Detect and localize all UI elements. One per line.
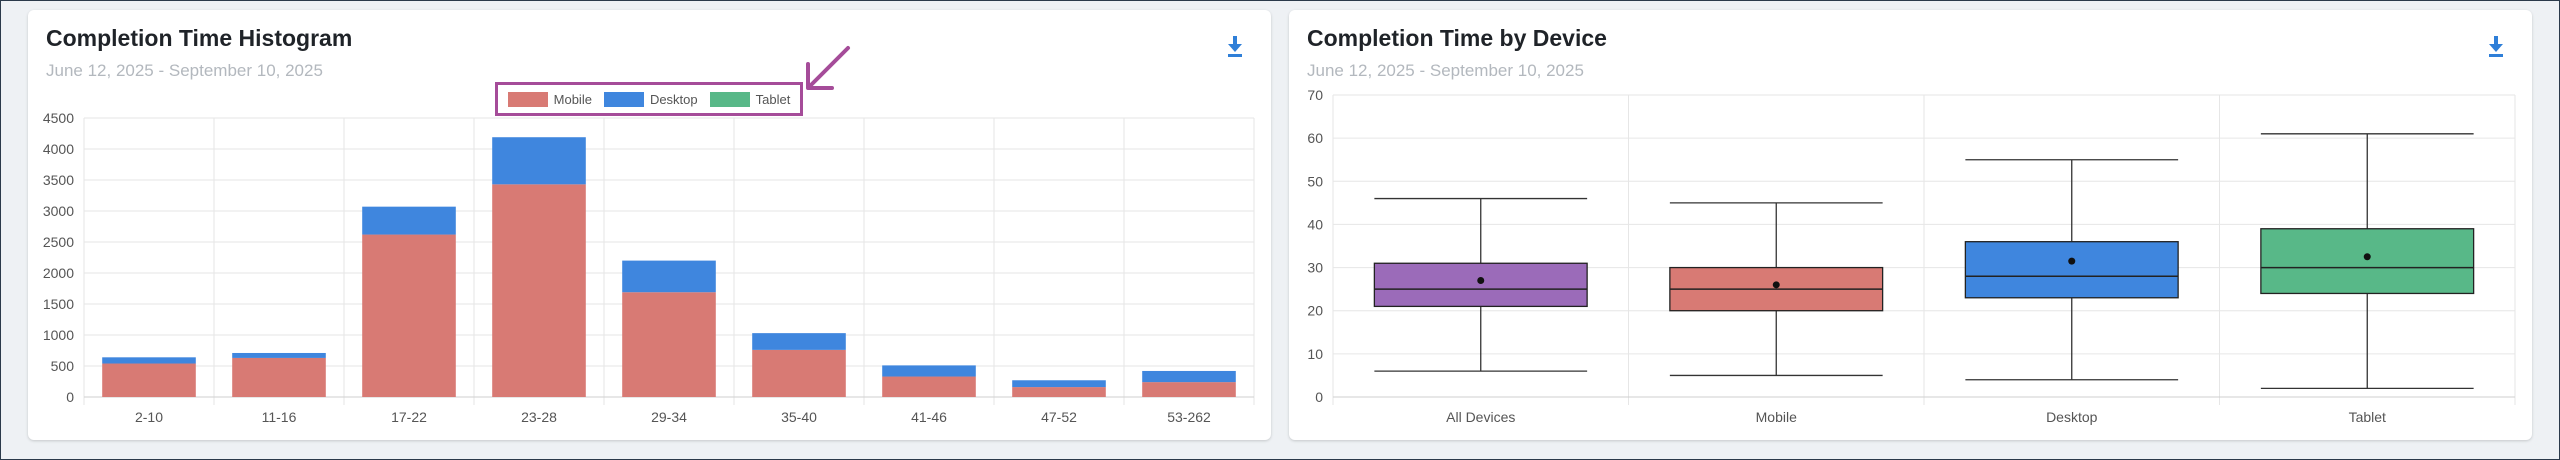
boxplot-card: Completion Time by Device June 12, 2025 …	[1289, 10, 2532, 440]
y-tick-label: 0	[1315, 389, 1323, 405]
y-tick-label: 1000	[43, 327, 74, 343]
bar-desktop	[1142, 370, 1236, 383]
bar-desktop	[1012, 380, 1106, 388]
x-tick-label: 11-16	[262, 409, 297, 425]
legend-item-desktop[interactable]: Desktop	[603, 91, 698, 107]
legend-swatch-desktop	[603, 91, 644, 107]
legend-swatch-tablet	[709, 91, 750, 107]
histogram-card: Completion Time Histogram June 12, 2025 …	[28, 10, 1271, 440]
legend-label-tablet: Tablet	[755, 91, 791, 107]
histogram-date-range: June 12, 2025 - September 10, 2025	[46, 61, 323, 80]
y-tick-label: 30	[1307, 260, 1323, 276]
box-all-devices	[1373, 262, 1588, 308]
x-tick-label: 47-52	[1041, 409, 1077, 425]
mean-point-tablet	[2363, 253, 2371, 261]
boxplot-date-range: June 12, 2025 - September 10, 2025	[1307, 61, 1584, 80]
y-tick-label: 10	[1307, 346, 1323, 362]
legend-item-mobile[interactable]: Mobile	[507, 91, 592, 107]
x-tick-label: 29-34	[651, 409, 687, 425]
mean-point-desktop	[2068, 257, 2076, 265]
x-tick-label: Tablet	[2349, 409, 2386, 425]
y-tick-label: 3000	[43, 203, 74, 219]
x-tick-label: 35-40	[781, 409, 817, 425]
bar-desktop	[232, 352, 326, 358]
x-tick-label: 2-10	[135, 409, 163, 425]
histogram-title: Completion Time Histogram	[46, 25, 353, 51]
boxplot-title: Completion Time by Device	[1307, 25, 1607, 51]
bar-desktop	[622, 260, 716, 293]
x-tick-label: 23-28	[521, 409, 557, 425]
legend-item-tablet[interactable]: Tablet	[709, 91, 791, 107]
y-tick-label: 50	[1307, 173, 1323, 189]
legend-label-mobile: Mobile	[553, 91, 592, 107]
bar-mobile	[752, 349, 846, 397]
mean-point-mobile	[1772, 281, 1780, 289]
bar-desktop	[492, 137, 586, 185]
bar-desktop	[882, 365, 976, 377]
mean-point-all-devices	[1477, 277, 1485, 285]
y-tick-label: 0	[66, 389, 74, 405]
y-tick-label: 60	[1307, 130, 1323, 146]
histogram-legend: Mobile Desktop Tablet	[495, 82, 803, 116]
bar-mobile	[492, 184, 586, 397]
boxplot-chart: 0 10 20 30 40 50 60 70 All Devices Mobile Desktop T…	[1307, 87, 2516, 425]
bar-mobile	[882, 376, 976, 397]
bar-mobile	[102, 363, 196, 397]
y-tick-label: 3500	[43, 172, 74, 188]
y-tick-label: 20	[1307, 303, 1323, 319]
x-tick-label: Desktop	[2046, 409, 2098, 425]
bar-desktop	[102, 357, 196, 364]
boxplot-download-icon[interactable]	[2486, 34, 2506, 58]
box-tablet	[2260, 228, 2475, 295]
histogram-download-icon[interactable]	[1225, 34, 1245, 58]
y-tick-label: 500	[51, 358, 75, 374]
bar-mobile	[232, 357, 326, 397]
y-tick-label: 2500	[43, 234, 74, 250]
legend-swatch-mobile	[507, 91, 548, 107]
y-tick-label: 4000	[43, 141, 74, 157]
bar-mobile	[1012, 387, 1106, 397]
bar-mobile	[622, 292, 716, 397]
bar-desktop	[362, 206, 456, 235]
legend-label-desktop: Desktop	[649, 91, 698, 107]
y-tick-label: 1500	[43, 296, 74, 312]
bar-mobile	[362, 234, 456, 397]
x-tick-label: All Devices	[1446, 409, 1515, 425]
annotation-arrow-icon	[806, 46, 850, 90]
x-tick-label: 53-262	[1167, 409, 1211, 425]
y-tick-label: 4500	[43, 110, 74, 126]
x-tick-label: 17-22	[391, 409, 427, 425]
box-desktop	[1964, 241, 2179, 299]
histogram-chart: 0 500 1000 1500 2000 2500 3000 3500 4000 4500 2-10…	[43, 110, 1255, 425]
y-tick-label: 2000	[43, 265, 74, 281]
y-tick-label: 40	[1307, 216, 1323, 232]
x-tick-label: 41-46	[911, 409, 947, 425]
y-tick-label: 70	[1307, 87, 1323, 103]
bar-mobile	[1142, 382, 1236, 397]
x-tick-label: Mobile	[1756, 409, 1797, 425]
bar-desktop	[752, 333, 846, 350]
